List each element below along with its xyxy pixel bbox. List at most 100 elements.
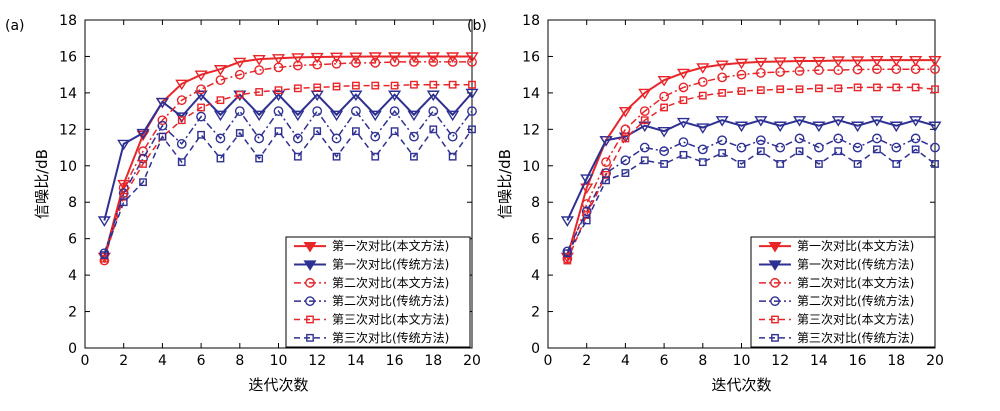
y-tick-label: 14: [59, 86, 77, 102]
data-point: [215, 75, 226, 86]
data-point: [659, 91, 669, 102]
data-point: [734, 58, 749, 70]
series-3: [562, 64, 940, 264]
data-point: [389, 106, 400, 117]
data-point: [312, 59, 323, 70]
data-point: [873, 145, 881, 154]
data-point: [793, 56, 807, 68]
data-point: [352, 81, 360, 90]
data-point: [117, 139, 131, 151]
x-tick-label: 6: [197, 353, 206, 369]
y-tick-label: 4: [68, 268, 77, 284]
data-point: [331, 133, 342, 144]
data-point: [773, 121, 787, 133]
data-point: [332, 82, 341, 91]
legend-marker: [303, 242, 317, 253]
data-point: [371, 152, 380, 161]
series-line: [566, 137, 936, 252]
data-point: [388, 90, 402, 102]
data-point: [736, 69, 747, 80]
data-point: [872, 133, 882, 144]
data-point: [177, 158, 186, 167]
y-tick-label: 16: [522, 49, 540, 65]
data-point: [428, 106, 439, 117]
data-point: [657, 75, 671, 87]
y-tick-label: 6: [68, 232, 77, 248]
y-tick-label: 10: [522, 159, 540, 175]
data-point: [696, 123, 710, 134]
data-point: [446, 110, 460, 122]
chart-panel-a: 0 2 4 6 8 10 12 14 16 18 20 0 2 4 6 8 10 12 14 16 18 迭代次数 信噪比/…: [5, 13, 481, 394]
x-tick-label: 8: [235, 353, 244, 369]
x-tick-label: 18: [424, 353, 442, 369]
data-point: [814, 65, 824, 76]
data-point: [698, 158, 707, 167]
data-point: [602, 170, 610, 179]
data-point: [620, 155, 631, 166]
data-point: [330, 110, 344, 122]
legend: 第一次对比(本文方法) 第一次对比(传统方法) 第二次对比(本文方法) 第二次对比(传…: [750, 236, 936, 348]
data-point: [928, 55, 942, 67]
legend-marker: [771, 315, 779, 324]
x-tick-label: 10: [733, 353, 751, 369]
data-point: [447, 57, 458, 67]
data-point: [889, 55, 903, 67]
y-tick-label: 0: [68, 341, 77, 357]
x-axis-label: 迭代次数: [711, 376, 771, 394]
data-point: [679, 96, 688, 105]
data-point: [736, 142, 747, 153]
data-point: [755, 67, 766, 78]
data-point: [930, 64, 940, 75]
x-tick-label: 10: [270, 353, 288, 369]
data-point: [718, 149, 727, 157]
x-tick-label: 6: [660, 353, 669, 369]
x-tick-label: 12: [308, 353, 326, 369]
data-point: [119, 198, 128, 207]
x-tick-label: 16: [849, 353, 867, 369]
panel-label: (b): [467, 18, 487, 34]
legend-label: 第三次对比(传统方法): [332, 330, 449, 345]
data-point: [833, 65, 844, 76]
data-point: [620, 124, 631, 135]
y-axis-label: 信噪比/dB: [496, 149, 514, 219]
data-point: [870, 55, 884, 67]
data-point: [872, 64, 882, 75]
data-point: [390, 127, 399, 136]
data-point: [215, 133, 226, 144]
data-point: [754, 116, 768, 127]
data-point: [734, 121, 749, 133]
data-point: [467, 57, 477, 67]
data-point: [177, 116, 186, 125]
data-point: [216, 154, 225, 163]
data-point: [639, 106, 650, 117]
data-point: [638, 88, 652, 100]
legend-marker: [305, 296, 315, 307]
y-tick-label: 18: [522, 13, 540, 29]
y-tick-label: 12: [522, 122, 540, 138]
legend-label: 第一次对比(本文方法): [797, 238, 914, 253]
data-point: [371, 81, 380, 90]
data-point: [831, 116, 845, 127]
data-point: [563, 256, 572, 265]
data-point: [638, 121, 652, 133]
legend-label: 第二次对比(传统方法): [332, 293, 449, 308]
data-point: [310, 52, 324, 64]
data-point: [599, 136, 613, 147]
x-tick-label: 2: [119, 353, 128, 369]
legend-marker: [305, 277, 315, 288]
data-point: [139, 178, 147, 187]
data-point: [274, 86, 283, 95]
legend-label: 第一次对比(本文方法): [332, 238, 449, 253]
legend-box: [750, 236, 936, 348]
series-6: [100, 125, 476, 259]
y-tick-label: 0: [531, 341, 540, 357]
x-tick-label: 16: [386, 353, 404, 369]
data-point: [794, 133, 805, 144]
data-point: [426, 52, 440, 63]
data-point: [717, 135, 728, 146]
data-point: [254, 65, 265, 76]
data-point: [755, 135, 766, 146]
data-point: [563, 249, 572, 258]
data-point: [332, 152, 341, 161]
data-point: [409, 57, 419, 67]
